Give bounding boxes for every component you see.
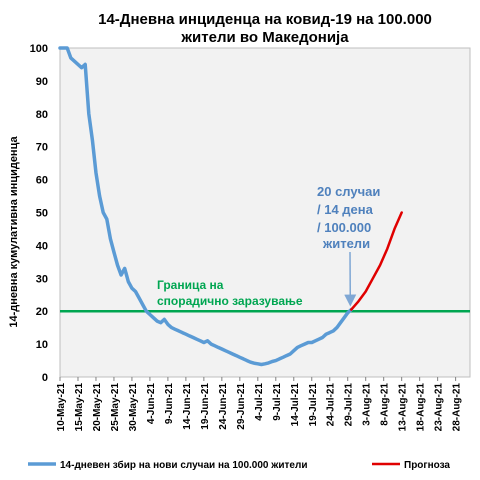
x-tick-label: 20-May-21 xyxy=(92,383,103,432)
forecast-series-line xyxy=(350,211,403,311)
y-tick-label: 20 xyxy=(36,306,48,318)
x-tick-label: 10-May-21 xyxy=(56,383,67,432)
y-tick-label: 70 xyxy=(36,142,48,154)
x-tick-label: 29-Jun-21 xyxy=(236,383,247,430)
y-tick-label: 80 xyxy=(36,109,48,121)
legend-label-forecast: Прогноза xyxy=(404,460,450,471)
x-tick-label: 18-Aug-21 xyxy=(416,383,427,432)
x-tick-label: 9-Jun-21 xyxy=(164,383,175,425)
x-tick-label: 24-Jun-21 xyxy=(218,383,229,430)
y-tick-label: 30 xyxy=(36,273,48,285)
y-axis-ticks: 0 10 20 30 40 50 60 70 80 90 100 xyxy=(30,43,48,384)
legend: 14-дневен збир на нови случаи на 100.000… xyxy=(28,459,450,471)
x-tick-label: 29-Jul-21 xyxy=(344,383,355,427)
x-tick-label: 4-Jun-21 xyxy=(146,383,157,425)
y-tick-label: 100 xyxy=(30,43,48,55)
x-tick-label: 8-Aug-21 xyxy=(380,383,391,426)
x-tick-label: 24-Jul-21 xyxy=(326,383,337,427)
y-axis-title: 14-дневна кумулативна инциденца xyxy=(8,136,20,328)
x-tick-label: 14-Jun-21 xyxy=(182,383,193,430)
y-tick-label: 60 xyxy=(36,175,48,187)
y-tick-label: 90 xyxy=(36,76,48,88)
annotation-line-2: / 14 дена xyxy=(317,202,374,217)
x-tick-label: 4-Jul-21 xyxy=(254,383,265,421)
x-tick-label: 15-May-21 xyxy=(74,383,85,432)
x-tick-label: 23-Aug-21 xyxy=(434,383,445,432)
x-tick-label: 25-May-21 xyxy=(110,383,121,432)
x-tick-label: 28-Aug-21 xyxy=(452,383,463,432)
x-tick-label: 3-Aug-21 xyxy=(362,383,373,426)
annotation-line-1: 20 случаи xyxy=(317,184,380,199)
chart-title-line-1: 14-Дневна инциденца на ковид-19 на 100.0… xyxy=(98,11,432,28)
y-tick-label: 10 xyxy=(36,339,48,351)
threshold-label-line-2: спорадично заразување xyxy=(157,294,303,308)
x-tick-label: 14-Jul-21 xyxy=(290,383,301,427)
x-tick-label: 19-Jun-21 xyxy=(200,383,211,430)
legend-label-incidence: 14-дневен збир на нови случаи на 100.000… xyxy=(60,459,307,471)
x-tick-label: 19-Jul-21 xyxy=(308,383,319,427)
x-tick-label: 30-May-21 xyxy=(128,383,139,432)
y-tick-label: 0 xyxy=(42,372,48,384)
y-tick-label: 40 xyxy=(36,240,48,252)
x-tick-label: 13-Aug-21 xyxy=(398,383,409,432)
threshold-label-line-1: Граница на xyxy=(157,278,224,292)
plot-area xyxy=(59,47,471,378)
x-tick-label: 9-Jul-21 xyxy=(272,383,283,421)
annotation-line-4: жители xyxy=(322,236,370,251)
annotation-line-3: / 100.000 xyxy=(317,220,371,235)
y-tick-label: 50 xyxy=(36,208,48,220)
incidence-series-line xyxy=(58,46,354,367)
x-axis-ticks: 10-May-21 15-May-21 20-May-21 25-May-21 30-M… xyxy=(56,377,463,431)
chart-title-line-2: жители во Македонија xyxy=(180,29,349,46)
